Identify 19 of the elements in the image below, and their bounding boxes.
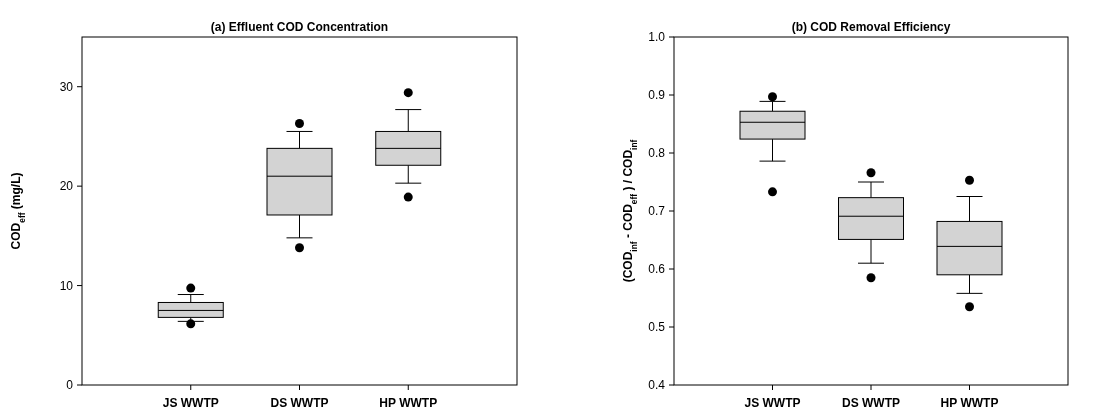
x-tick-label: JS WWTP [162, 396, 219, 410]
y-tick-label: 30 [59, 79, 74, 94]
y-tick-label: 10 [59, 278, 74, 293]
y-tick-label: 0.9 [648, 88, 666, 103]
y-tick-label: 1.0 [648, 30, 666, 45]
y-tick-label: 0.6 [648, 262, 666, 277]
x-tick-label: HP WWTP [940, 396, 999, 410]
y-tick-label: 20 [59, 179, 74, 194]
y-tick-label: 0.5 [648, 320, 666, 335]
y-tick-label: 0 [66, 378, 74, 393]
x-tick-label: HP WWTP [379, 396, 438, 410]
y-tick-label: 0.7 [648, 204, 666, 219]
x-tick-label: JS WWTP [744, 396, 801, 410]
chart-title: (a) Effluent COD Concentration [210, 20, 389, 34]
chart-title: (b) COD Removal Efficiency [791, 20, 951, 34]
x-tick-label: DS WWTP [842, 396, 900, 410]
y-tick-label: 0.4 [648, 378, 666, 393]
y-tick-label: 0.8 [648, 146, 666, 161]
x-tick-label: DS WWTP [270, 396, 329, 410]
